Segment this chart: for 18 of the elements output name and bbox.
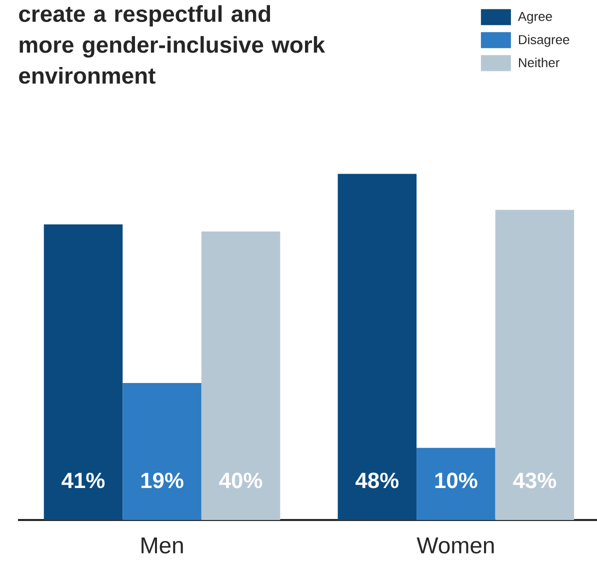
x-tick-label: Men bbox=[142, 538, 183, 554]
legend-label: Neither bbox=[518, 58, 560, 68]
data-label: 10% bbox=[435, 472, 478, 488]
bar bbox=[44, 224, 123, 520]
data-label: 43% bbox=[513, 472, 556, 488]
legend-label: Disagree bbox=[518, 34, 570, 47]
chart-title: create a respectful and more gender-inclusive work environment bbox=[19, 5, 326, 84]
bar bbox=[201, 232, 280, 520]
data-label: 19% bbox=[141, 472, 184, 488]
legend-label: Agree bbox=[518, 12, 552, 24]
bar bbox=[338, 174, 417, 520]
bar bbox=[122, 382, 202, 520]
data-label: 48% bbox=[356, 472, 399, 488]
data-label: 41% bbox=[62, 472, 105, 488]
bar bbox=[495, 210, 574, 520]
bar bbox=[416, 448, 496, 520]
x-tick-label: Women bbox=[416, 538, 494, 554]
data-label: 40% bbox=[219, 472, 262, 488]
